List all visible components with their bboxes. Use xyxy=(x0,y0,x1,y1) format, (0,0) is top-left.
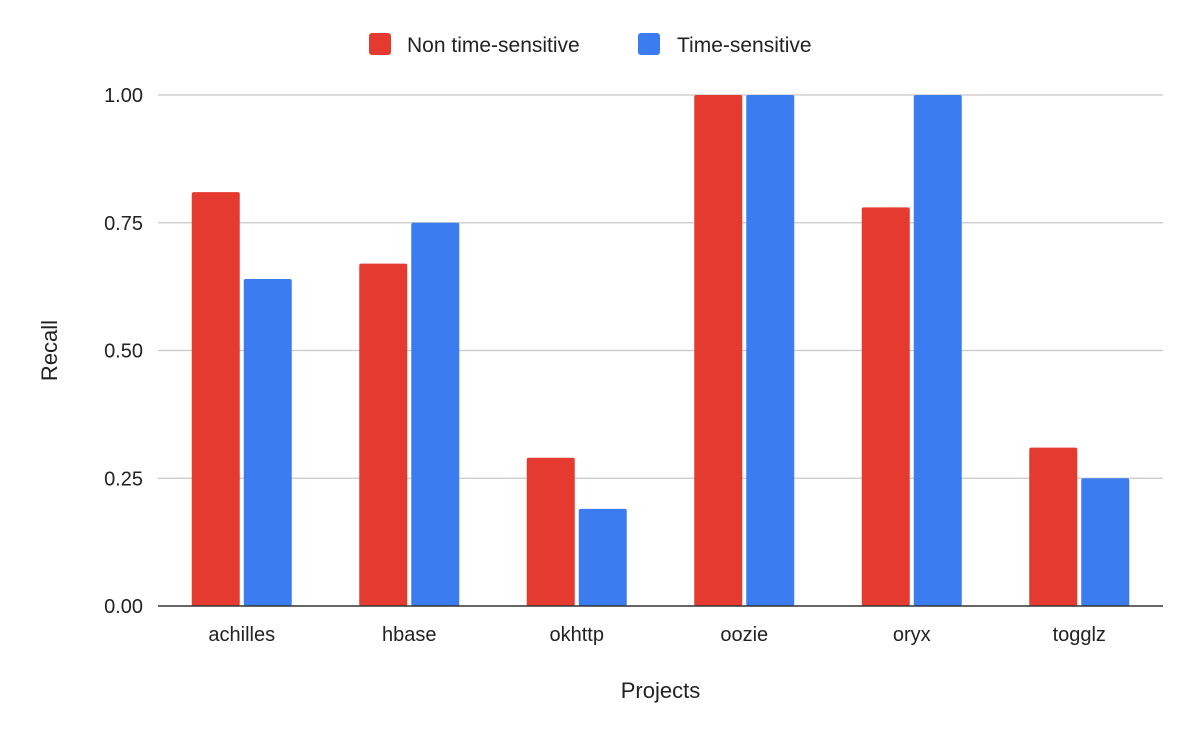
bar-togglz-non-time-sensitive[interactable] xyxy=(1029,447,1078,606)
x-tick-labels: achilles hbase okhttp oozie oryx togglz xyxy=(208,624,1106,646)
bar-achilles-non-time-sensitive[interactable] xyxy=(191,192,240,606)
x-tick-label: hbase xyxy=(382,624,437,646)
y-tick-label: 1.00 xyxy=(104,85,143,107)
x-tick-label: oozie xyxy=(720,624,768,646)
bar-hbase-time-sensitive[interactable] xyxy=(411,222,460,606)
x-tick-label: oryx xyxy=(893,624,931,646)
legend-swatch-time-sensitive[interactable] xyxy=(638,33,660,55)
gridlines xyxy=(158,94,1163,479)
bar-oozie-non-time-sensitive[interactable] xyxy=(694,95,743,606)
legend[interactable]: Non time-sensitive Time-sensitive xyxy=(369,33,812,57)
bar-togglz-time-sensitive[interactable] xyxy=(1081,478,1130,606)
y-axis-title: Recall xyxy=(37,320,62,381)
bar-hbase-non-time-sensitive[interactable] xyxy=(359,263,408,606)
y-tick-label: 0.00 xyxy=(104,596,143,618)
x-tick-label: okhttp xyxy=(550,624,604,646)
bar-achilles-time-sensitive[interactable] xyxy=(243,278,292,606)
legend-label-time-sensitive[interactable]: Time-sensitive xyxy=(677,34,812,57)
legend-label-non-time-sensitive[interactable]: Non time-sensitive xyxy=(407,34,580,57)
x-axis-title: Projects xyxy=(621,678,700,703)
x-tick-label: achilles xyxy=(208,624,275,646)
bar-okhttp-time-sensitive[interactable] xyxy=(578,508,627,606)
y-tick-label: 0.75 xyxy=(104,213,143,235)
x-tick-label: togglz xyxy=(1053,624,1106,646)
bar-oryx-time-sensitive[interactable] xyxy=(913,95,962,606)
y-tick-labels: 0.00 0.25 0.50 0.75 1.00 xyxy=(104,85,143,618)
y-tick-label: 0.25 xyxy=(104,468,143,490)
bar-okhttp-non-time-sensitive[interactable] xyxy=(526,457,575,606)
bar-oryx-non-time-sensitive[interactable] xyxy=(861,207,910,607)
legend-swatch-non-time-sensitive[interactable] xyxy=(369,33,391,55)
bars xyxy=(191,95,1130,607)
bar-oozie-time-sensitive[interactable] xyxy=(746,95,795,606)
y-tick-label: 0.50 xyxy=(104,341,143,363)
